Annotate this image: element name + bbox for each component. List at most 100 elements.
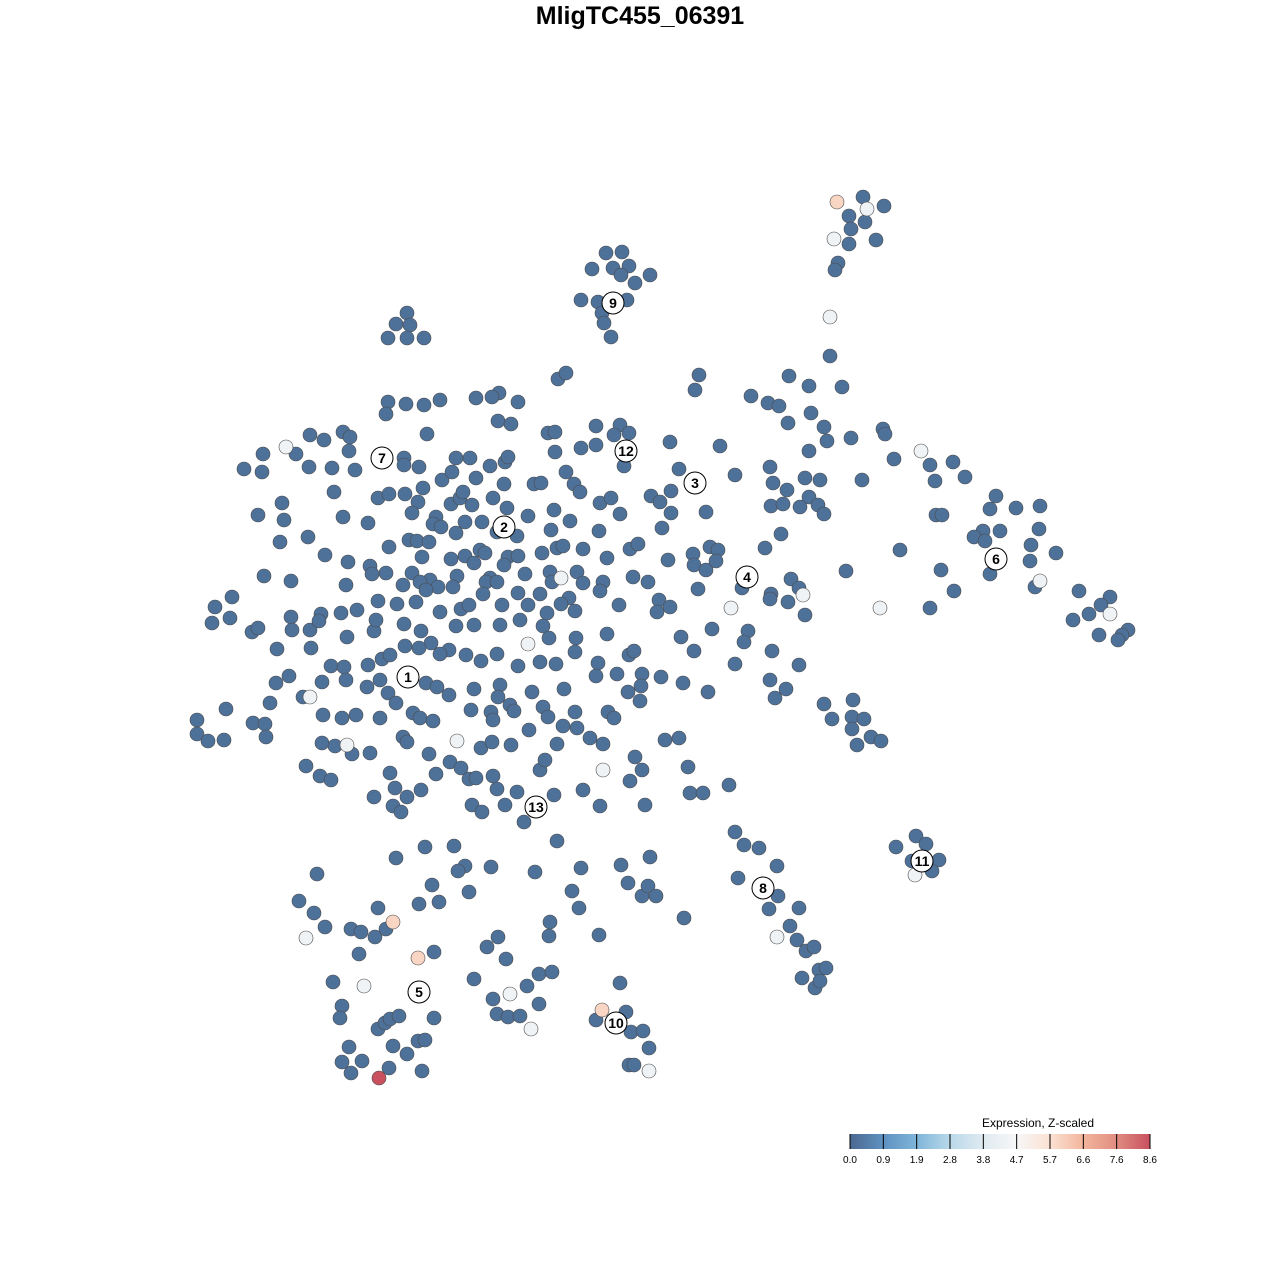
cluster-label-marker: [751, 876, 775, 900]
data-point: [634, 762, 650, 778]
data-point: [448, 450, 464, 466]
data-point: [1032, 498, 1048, 514]
data-point: [257, 716, 273, 732]
data-point: [573, 292, 589, 308]
data-point: [546, 502, 562, 518]
data-point: [612, 506, 628, 522]
data-point: [336, 659, 352, 675]
data-point: [1065, 612, 1081, 628]
data-point: [306, 905, 322, 921]
data-point: [499, 500, 515, 516]
data-point: [660, 552, 676, 568]
cluster-label-marker: [735, 565, 759, 589]
data-point: [222, 610, 238, 626]
data-point: [531, 996, 547, 1012]
data-point: [348, 707, 364, 723]
data-point: [736, 837, 752, 853]
cluster-label-11: 11: [910, 849, 934, 873]
data-point: [479, 939, 495, 955]
data-point: [398, 396, 414, 412]
data-point: [311, 613, 327, 629]
data-point: [743, 388, 759, 404]
data-point: [546, 787, 562, 803]
data-point: [393, 804, 409, 820]
data-point: [381, 539, 397, 555]
data-point: [553, 570, 569, 586]
data-point: [429, 679, 445, 695]
data-point: [338, 672, 354, 688]
data-point: [567, 704, 583, 720]
colorbar-legend: Expression, Z-scaled 0.0 0.9 1.9 2.8 3.8 4.7 5…: [843, 1116, 1157, 1166]
colorbar-title: Expression, Z-scaled: [982, 1116, 1094, 1130]
data-point: [421, 534, 437, 550]
data-point: [841, 236, 857, 252]
data-point: [291, 893, 307, 909]
data-point: [484, 389, 500, 405]
data-point: [416, 330, 432, 346]
data-point: [620, 684, 636, 700]
data-point: [945, 454, 961, 470]
data-point: [556, 681, 572, 697]
data-point: [520, 508, 536, 524]
data-point: [378, 565, 394, 581]
data-point: [380, 685, 396, 701]
data-point: [671, 461, 687, 477]
data-point: [599, 626, 615, 642]
data-point: [857, 214, 873, 230]
data-point: [838, 563, 854, 579]
data-point: [654, 520, 670, 536]
cluster-label-12: 12: [614, 439, 638, 463]
data-point: [575, 782, 591, 798]
colorbar-tick-label: 5.7: [1043, 1155, 1057, 1166]
data-point: [399, 734, 415, 750]
data-point: [572, 484, 588, 500]
data-point: [603, 329, 619, 345]
cluster-label-8: 8: [751, 876, 775, 900]
data-point: [543, 522, 559, 538]
data-point: [397, 638, 413, 654]
data-point: [468, 470, 484, 486]
data-point: [516, 814, 532, 830]
data-point: [834, 379, 850, 395]
cluster-label-7: 7: [370, 446, 394, 470]
data-point: [362, 745, 378, 761]
data-point: [653, 669, 669, 685]
data-point: [687, 382, 703, 398]
data-point: [414, 1063, 430, 1079]
data-point: [541, 630, 557, 646]
data-point: [1008, 500, 1024, 516]
data-point: [763, 498, 779, 514]
data-point: [567, 644, 583, 660]
data-point: [854, 472, 870, 488]
data-point: [317, 919, 333, 935]
data-point: [592, 798, 608, 814]
data-point: [433, 519, 449, 535]
data-point: [323, 658, 339, 674]
data-point: [642, 849, 658, 865]
data-point: [342, 429, 358, 445]
data-point: [1102, 606, 1118, 622]
data-point: [822, 309, 838, 325]
cluster-label-marker: [370, 446, 394, 470]
data-point: [632, 693, 648, 709]
data-point: [613, 267, 629, 283]
colorbar-tick-label: 6.6: [1076, 1155, 1090, 1166]
data-point: [544, 964, 560, 980]
data-point: [382, 765, 398, 781]
data-point: [490, 929, 506, 945]
data-point: [510, 658, 526, 674]
data-point: [686, 643, 702, 659]
data-point: [562, 513, 578, 529]
data-point: [272, 534, 288, 550]
data-point: [827, 262, 843, 278]
data-point: [1110, 632, 1126, 648]
data-point: [380, 394, 396, 410]
data-point: [673, 629, 689, 645]
colorbar: [850, 1134, 1150, 1149]
data-point: [474, 804, 490, 820]
data-point: [411, 640, 427, 656]
data-point: [424, 877, 440, 893]
data-point: [455, 484, 471, 500]
data-point: [988, 488, 1004, 504]
data-point: [391, 1008, 407, 1024]
